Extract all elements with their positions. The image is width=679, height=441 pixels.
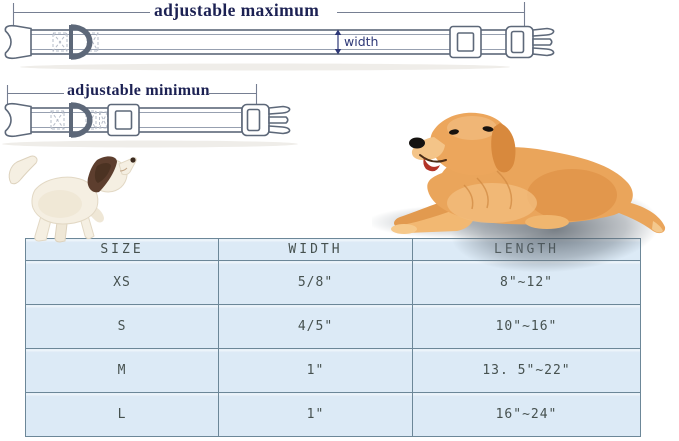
tri-glide-slider [107, 103, 140, 137]
collar-ground-shadow [20, 63, 510, 71]
male-clip [241, 103, 291, 137]
dog-mouth [419, 154, 447, 163]
dog-head [409, 112, 516, 176]
cell-length: 13. 5"~22" [412, 348, 641, 393]
collar-diagram-maximum [4, 2, 555, 71]
cell-length: 16"~24" [412, 392, 641, 437]
cell-width: 4/5" [218, 304, 413, 349]
cell-width: 5/8" [218, 260, 413, 305]
table-row-m: M 1" 13. 5"~22" [25, 348, 641, 393]
puppy-head [87, 156, 137, 193]
cell-size: XS [25, 260, 219, 305]
table-row-s: S 4/5" 10"~16" [25, 304, 641, 349]
puppy-body [31, 176, 99, 225]
female-buckle [4, 102, 32, 138]
adjustable-maximum-label: adjustable maximum [154, 0, 320, 20]
cell-size: S [25, 304, 219, 349]
adjustable-minimum-label: adjustable minimun [67, 82, 210, 99]
cell-width: 1" [218, 348, 413, 393]
tri-glide-slider [449, 25, 482, 59]
cell-size: L [25, 392, 219, 437]
column-header-width: WIDTH [218, 238, 413, 261]
width-annotation-label: width [344, 34, 379, 49]
puppy-nose [130, 157, 136, 163]
dog-eye-right [482, 126, 494, 132]
dog-nose [409, 137, 425, 149]
cell-width: 1" [218, 392, 413, 437]
column-header-size: SIZE [25, 238, 219, 261]
puppy-tail [8, 155, 38, 185]
dog-eye-left [449, 129, 459, 135]
dog-tongue [423, 158, 440, 172]
female-buckle [4, 24, 32, 60]
d-ring [69, 24, 93, 60]
collar-strap [29, 29, 513, 55]
collar-ground-shadow [2, 140, 298, 148]
cell-size: M [25, 348, 219, 393]
male-clip [505, 25, 555, 59]
collar-diagram-minimum [2, 84, 298, 148]
cell-length: 10"~16" [412, 304, 641, 349]
dog-ear [491, 123, 516, 173]
table-row-l: L 1" 16"~24" [25, 392, 641, 437]
width-arrow-icon [334, 29, 342, 55]
dimension-line-maximum [12, 2, 526, 28]
d-ring [69, 102, 93, 138]
golden-retriever-illustration [391, 112, 666, 234]
dimension-line-minimum [6, 84, 258, 107]
puppy-illustration [8, 155, 137, 243]
dog-tail [614, 201, 666, 234]
